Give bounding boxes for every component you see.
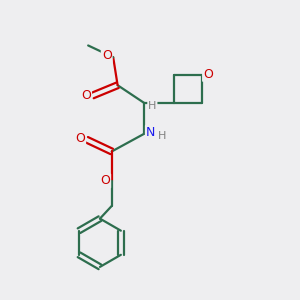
- Text: H: H: [158, 131, 166, 141]
- Text: N: N: [146, 126, 155, 139]
- Text: O: O: [81, 89, 91, 102]
- Text: O: O: [203, 68, 213, 81]
- Text: H: H: [148, 101, 157, 111]
- Text: O: O: [100, 174, 110, 188]
- Text: O: O: [102, 49, 112, 62]
- Text: O: O: [75, 132, 85, 145]
